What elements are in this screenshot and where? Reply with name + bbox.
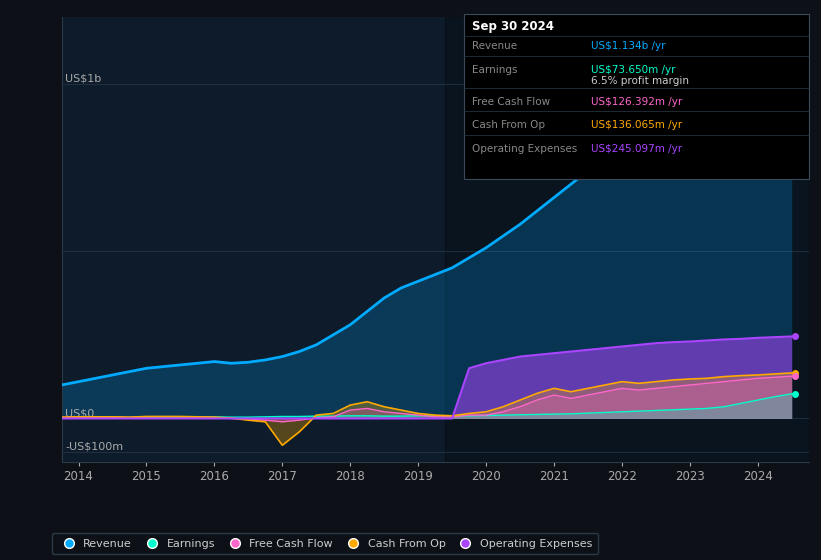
Text: US$136.065m /yr: US$136.065m /yr: [591, 120, 682, 130]
Legend: Revenue, Earnings, Free Cash Flow, Cash From Op, Operating Expenses: Revenue, Earnings, Free Cash Flow, Cash …: [53, 533, 598, 554]
Text: Free Cash Flow: Free Cash Flow: [472, 97, 550, 107]
Text: US$73.650m /yr: US$73.650m /yr: [591, 65, 676, 75]
Text: US$1b: US$1b: [66, 74, 102, 84]
Text: US$1.134b /yr: US$1.134b /yr: [591, 41, 666, 52]
Text: 6.5% profit margin: 6.5% profit margin: [591, 76, 689, 86]
Text: US$126.392m /yr: US$126.392m /yr: [591, 97, 682, 107]
Text: US$0: US$0: [66, 408, 94, 418]
Text: Earnings: Earnings: [472, 65, 517, 75]
Text: Sep 30 2024: Sep 30 2024: [472, 20, 554, 33]
Text: Operating Expenses: Operating Expenses: [472, 144, 577, 154]
Bar: [445, 17, 809, 462]
Text: US$245.097m /yr: US$245.097m /yr: [591, 144, 682, 154]
Text: Revenue: Revenue: [472, 41, 517, 52]
Text: -US$100m: -US$100m: [66, 442, 123, 452]
Text: Cash From Op: Cash From Op: [472, 120, 545, 130]
